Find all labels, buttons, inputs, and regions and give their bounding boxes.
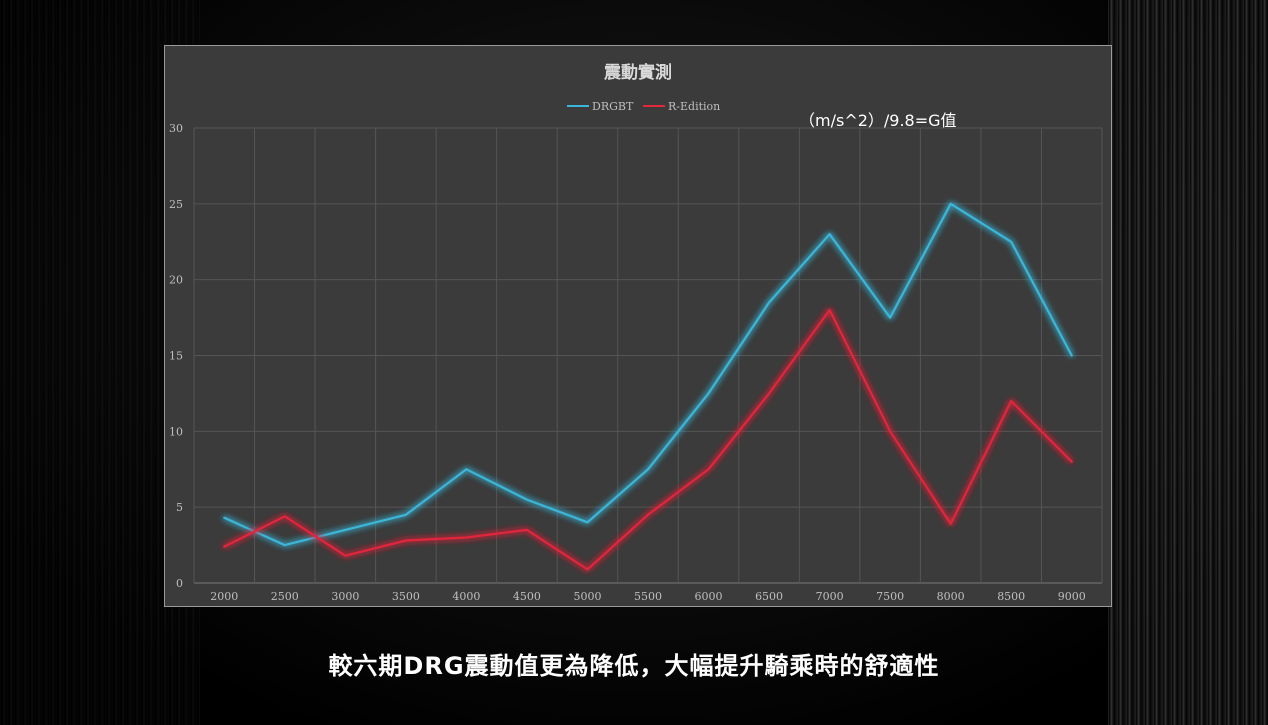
x-tick-label-9000: 9000 [1058,590,1086,603]
x-axis-ticks: 2000 2500 3000 3500 4000 4500 5000 5500 6000 6500… [210,590,1085,603]
chart-title: 震動實測 [603,62,672,83]
x-tick-label-8000: 8000 [937,590,965,603]
x-tick-label-3500: 3500 [392,590,420,603]
x-tick-label-8500: 8500 [997,590,1025,603]
x-tick-label-2000: 2000 [210,590,238,603]
series-line-r-edition [223,308,1073,571]
grid [193,127,1103,584]
line-chart: 震動實測 DRGBT R-Edition （m/s^2）/9.8=G值 0 5 10… [169,62,1103,603]
legend-label-r-edition: R-Edition [668,100,720,113]
x-tick-label-6000: 6000 [695,590,723,603]
x-tick-label-4500: 4500 [513,590,541,603]
y-axis-ticks: 0 5 10 15 20 25 30 [169,122,183,590]
y-tick-label-15: 15 [169,350,183,363]
series-line-drgbt [223,202,1073,547]
x-tick-label-7500: 7500 [876,590,904,603]
x-tick-label-3000: 3000 [331,590,359,603]
legend-label-drgbt: DRGBT [592,100,634,113]
x-tick-label-5000: 5000 [573,590,601,603]
slide-caption: 較六期DRG震動值更為降低，大幅提升騎乘時的舒適性 [328,652,940,680]
background-texture-right [1108,0,1268,725]
x-tick-label-2500: 2500 [271,590,299,603]
y-tick-label-20: 20 [169,274,183,287]
y-tick-label-5: 5 [176,501,183,514]
x-tick-label-4000: 4000 [452,590,480,603]
x-tick-label-7000: 7000 [816,590,844,603]
y-tick-label-10: 10 [169,425,183,438]
x-tick-label-6500: 6500 [755,590,783,603]
y-tick-label-0: 0 [176,577,183,590]
y-tick-label-30: 30 [169,122,183,135]
series-lines [223,202,1073,571]
y-tick-label-25: 25 [169,198,183,211]
unit-annotation: （m/s^2）/9.8=G值 [799,111,957,130]
legend: DRGBT R-Edition [567,100,720,113]
chart-panel: 震動實測 DRGBT R-Edition （m/s^2）/9.8=G值 0 5 10… [164,45,1112,607]
x-tick-label-5500: 5500 [634,590,662,603]
